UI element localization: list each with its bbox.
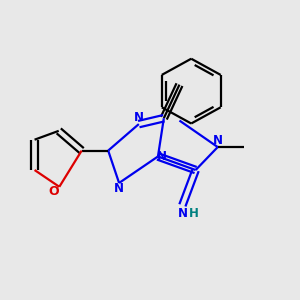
- Text: N: N: [177, 206, 188, 220]
- Text: N: N: [114, 182, 124, 195]
- Text: N: N: [157, 150, 166, 163]
- Text: N: N: [213, 134, 223, 147]
- Text: O: O: [48, 185, 59, 198]
- Text: N: N: [134, 111, 144, 124]
- Text: H: H: [189, 206, 199, 220]
